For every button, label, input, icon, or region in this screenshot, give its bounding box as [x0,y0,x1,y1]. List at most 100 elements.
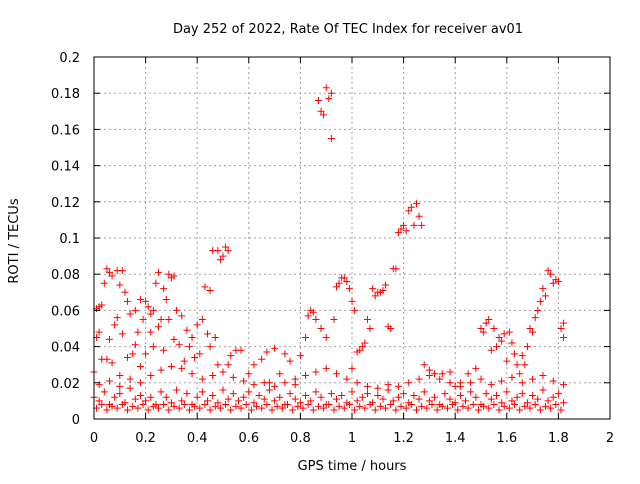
axis-ticks [93,56,611,420]
data-point [124,297,132,305]
data-point [219,252,227,260]
data-point [167,399,175,407]
data-point [325,401,333,409]
data-point [547,404,555,412]
data-point [320,404,328,412]
data-point [268,406,276,414]
data-point [113,404,121,412]
data-point [508,339,516,347]
data-point [222,401,230,409]
data-point [446,395,454,403]
data-point [472,393,480,401]
data-point [379,286,387,294]
data-point [407,203,415,211]
data-point [415,375,423,383]
data-point [124,353,132,361]
data-point [227,352,235,360]
data-point [433,406,441,414]
data-point [498,399,506,407]
data-point [98,301,106,309]
data-point [405,379,413,387]
data-point [464,370,472,378]
data-point [529,391,537,399]
data-point [201,401,209,409]
data-point [449,401,457,409]
data-point [136,296,144,304]
data-point [498,337,506,345]
data-point [178,397,186,405]
data-point [105,335,113,343]
data-point [173,306,181,314]
data-point [196,350,204,358]
data-point [544,397,552,405]
data-point [312,368,320,376]
data-point [271,397,279,405]
data-point [472,364,480,372]
data-point [105,268,113,276]
data-point [394,382,402,390]
data-point [95,397,103,405]
data-point [183,390,191,398]
data-point [402,404,410,412]
data-point [531,314,539,322]
data-point [456,391,464,399]
data-point [557,406,565,414]
data-point [250,399,258,407]
y-tick-label: 0.12 [51,196,80,211]
data-point [400,221,408,229]
data-point [147,310,155,318]
data-point [286,390,294,398]
data-point [149,306,157,314]
data-point [397,225,405,233]
data-point [397,402,405,410]
data-point [539,372,547,380]
data-point [304,401,312,409]
data-point [505,328,513,336]
data-point [348,297,356,305]
data-point [454,406,462,414]
data-point [529,328,537,336]
data-point [356,402,364,410]
data-point [405,207,413,215]
data-point [343,277,351,285]
data-point [539,285,547,293]
data-point [413,406,420,414]
data-point [116,390,124,398]
data-point [320,111,328,119]
data-point [160,401,168,409]
data-point [160,346,168,354]
data-point [492,391,500,399]
data-point [554,390,562,398]
data-point [382,404,390,412]
data-point [322,84,330,92]
data-point [462,397,470,405]
data-point [464,404,472,412]
data-point [418,402,426,410]
data-point [136,391,144,399]
data-point [296,352,304,360]
data-point [185,343,193,351]
data-point [206,343,214,351]
data-point [206,286,214,294]
data-point [361,404,369,412]
data-point [211,402,219,410]
data-point [105,377,113,385]
data-point [338,391,346,399]
data-point [547,270,555,278]
data-point [204,330,212,338]
data-point [340,404,348,412]
data-points [90,84,568,414]
data-point [314,402,322,410]
x-tick-label: 1.6 [496,431,517,446]
data-point [302,334,310,342]
data-point [490,401,498,409]
data-point [312,388,320,396]
y-tick-label: 0.02 [51,377,80,392]
data-point [229,390,237,398]
data-point [245,370,253,378]
data-point [431,393,439,401]
data-point [121,288,129,296]
data-point [227,406,235,414]
data-point [511,350,519,358]
data-point [438,370,446,378]
